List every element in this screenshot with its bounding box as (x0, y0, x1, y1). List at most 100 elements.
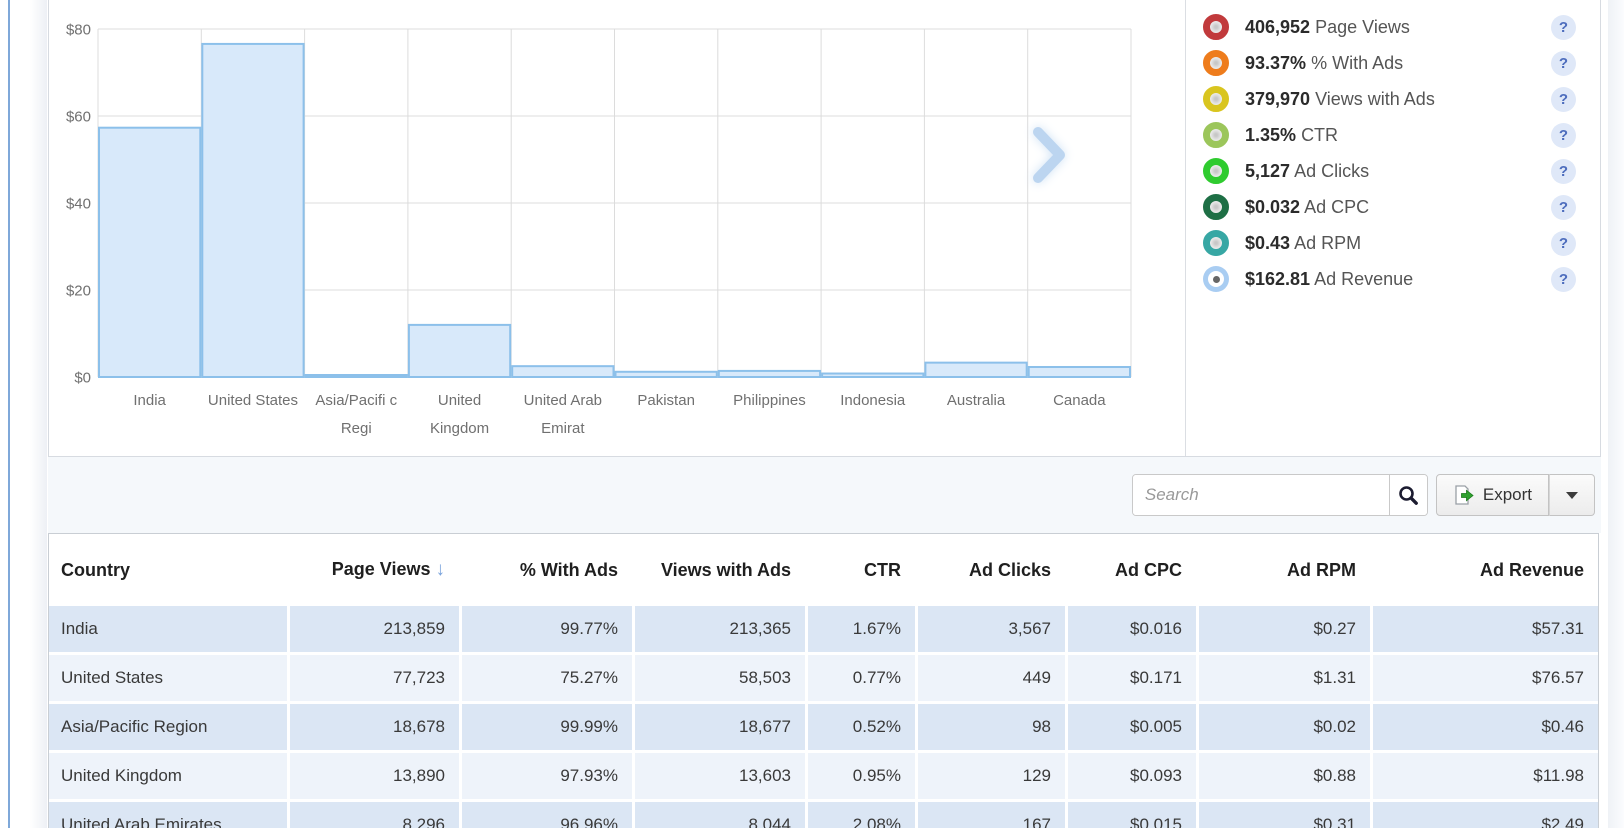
chart-pane: $0 $20 $40 $60 $80 India United States Asia/Pac… (49, 0, 1186, 456)
value-cell: $2.49 (1370, 802, 1598, 828)
right-shadow-band (1608, 0, 1624, 828)
metric-value: $0.43 (1245, 232, 1291, 253)
bar-united-states[interactable] (201, 42, 305, 378)
search-icon (1399, 486, 1419, 505)
bar-united-arab-emirates[interactable] (511, 365, 615, 378)
column-header-ad-rpm[interactable]: Ad RPM (1196, 560, 1370, 581)
country-cell: United States (61, 668, 164, 687)
value-cell: 213,365 (632, 606, 805, 652)
column-header-with-ads[interactable]: % With Ads (459, 560, 632, 581)
value-cell: 3,567 (915, 606, 1065, 652)
column-header-label: Views with Ads (660, 559, 791, 580)
x-axis-label: Canada (1053, 392, 1106, 409)
value-cell: 8,044 (632, 802, 805, 828)
bar-canada[interactable] (1027, 365, 1132, 378)
x-axis-label: Indonesia (840, 392, 906, 409)
value-cell: $0.27 (1196, 606, 1370, 652)
export-file-icon (1455, 485, 1474, 505)
legend-item-with-ads[interactable]: 93.37% % With Ads? (1186, 45, 1600, 81)
search-group (1131, 474, 1428, 516)
x-axis-label: United States (208, 392, 298, 409)
column-header-label: CTR (864, 559, 901, 580)
value-cell: $57.31 (1370, 606, 1598, 652)
metric-value: 5,127 (1245, 160, 1291, 181)
bar-india[interactable] (98, 126, 202, 378)
legend-item-ctr[interactable]: 1.35% CTR? (1186, 117, 1600, 153)
value-cell: 213,859 (287, 606, 459, 652)
export-group: Export (1435, 474, 1595, 516)
x-axis-label: United (438, 392, 481, 409)
value-cell: 167 (915, 802, 1065, 828)
help-icon[interactable]: ? (1551, 158, 1576, 184)
legend-item-views-with-ads[interactable]: 379,970 Views with Ads? (1186, 81, 1600, 117)
table-row-united-kingdom: United Kingdom 13,890 97.93% 13,603 0.95% 129… (49, 753, 1598, 799)
metric-radio-ring-icon[interactable] (1203, 122, 1229, 148)
search-button[interactable] (1388, 475, 1427, 515)
column-header-ctr[interactable]: CTR (805, 560, 915, 581)
metric-label: Ad Clicks (1294, 160, 1370, 181)
chart-card: $0 $20 $40 $60 $80 India United States Asia/Pac… (48, 0, 1601, 457)
bar-united-kingdom[interactable] (407, 323, 512, 378)
value-cell: 97.93% (459, 753, 632, 799)
legend-item-text: $0.43 Ad RPM (1245, 233, 1361, 254)
column-header-ad-cpc[interactable]: Ad CPC (1065, 560, 1196, 581)
x-axis-label: Kingdom (430, 420, 489, 437)
legend-item-ad-clicks[interactable]: 5,127 Ad Clicks? (1186, 153, 1600, 189)
value-cell: 58,503 (632, 655, 805, 701)
help-icon[interactable]: ? (1551, 86, 1576, 112)
metric-label: Ad RPM (1294, 232, 1362, 253)
legend-item-page-views[interactable]: 406,952 Page Views? (1186, 9, 1600, 45)
help-icon[interactable]: ? (1551, 266, 1576, 292)
metric-radio-ring-icon[interactable] (1203, 194, 1229, 220)
column-header-page-views[interactable]: Page Views ↓ (287, 559, 459, 581)
search-input[interactable] (1132, 475, 1389, 515)
country-stats-table: Country Page Views ↓ % With Ads Views with A… (48, 533, 1599, 828)
chart-next-page-arrow[interactable] (1030, 124, 1068, 191)
legend-item-text: 1.35% CTR (1245, 125, 1338, 146)
help-icon[interactable]: ? (1551, 14, 1576, 40)
bar-asia-pacific-region[interactable] (304, 373, 408, 378)
value-cell: 13,890 (287, 753, 459, 799)
value-cell: $0.46 (1370, 704, 1598, 750)
metric-radio-ring-icon[interactable] (1203, 158, 1229, 184)
value-cell: 129 (915, 753, 1065, 799)
x-axis-label: Pakistan (637, 392, 695, 409)
metric-radio-ring-icon[interactable] (1203, 86, 1229, 112)
metric-label: Page Views (1315, 16, 1410, 37)
help-icon[interactable]: ? (1551, 50, 1576, 76)
column-header-views-with-ads[interactable]: Views with Ads (632, 560, 805, 581)
x-axis-label: Emirat (541, 420, 585, 437)
value-cell: $0.02 (1196, 704, 1370, 750)
help-icon[interactable]: ? (1551, 230, 1576, 256)
metric-value: 93.37% (1245, 52, 1307, 73)
x-axis-label: Philippines (733, 392, 806, 409)
export-dropdown-button[interactable] (1549, 474, 1595, 516)
bar-australia[interactable] (924, 361, 1028, 378)
legend-item-text: 93.37% % With Ads (1245, 53, 1403, 74)
x-axis-label: Australia (947, 392, 1006, 409)
legend-item-ad-cpc[interactable]: $0.032 Ad CPC? (1186, 189, 1600, 225)
column-header-country[interactable]: Country (49, 560, 287, 581)
metric-radio-ring-icon[interactable] (1203, 230, 1229, 256)
bar-philippines[interactable] (717, 369, 822, 379)
metric-label: Views with Ads (1315, 88, 1435, 109)
column-header-ad-revenue[interactable]: Ad Revenue (1370, 560, 1598, 581)
export-button[interactable]: Export (1435, 474, 1549, 516)
help-icon[interactable]: ? (1551, 194, 1576, 220)
legend-item-ad-revenue[interactable]: $162.81 Ad Revenue? (1186, 261, 1600, 297)
legend-item-ad-rpm[interactable]: $0.43 Ad RPM? (1186, 225, 1600, 261)
metric-radio-ring-icon[interactable] (1203, 14, 1229, 40)
value-cell: $0.016 (1065, 606, 1196, 652)
selected-metric-radio-icon[interactable] (1203, 266, 1229, 292)
help-icon[interactable]: ? (1551, 122, 1576, 148)
bar-indonesia[interactable] (821, 372, 925, 378)
column-header-ad-clicks[interactable]: Ad Clicks (915, 560, 1065, 581)
value-cell: 99.99% (459, 704, 632, 750)
value-cell: $1.31 (1196, 655, 1370, 701)
metric-radio-ring-icon[interactable] (1203, 50, 1229, 76)
country-cell: United Arab Emirates (61, 815, 222, 828)
value-cell: $0.171 (1065, 655, 1196, 701)
bar-pakistan[interactable] (614, 370, 718, 378)
metric-label: Ad Revenue (1314, 268, 1414, 289)
